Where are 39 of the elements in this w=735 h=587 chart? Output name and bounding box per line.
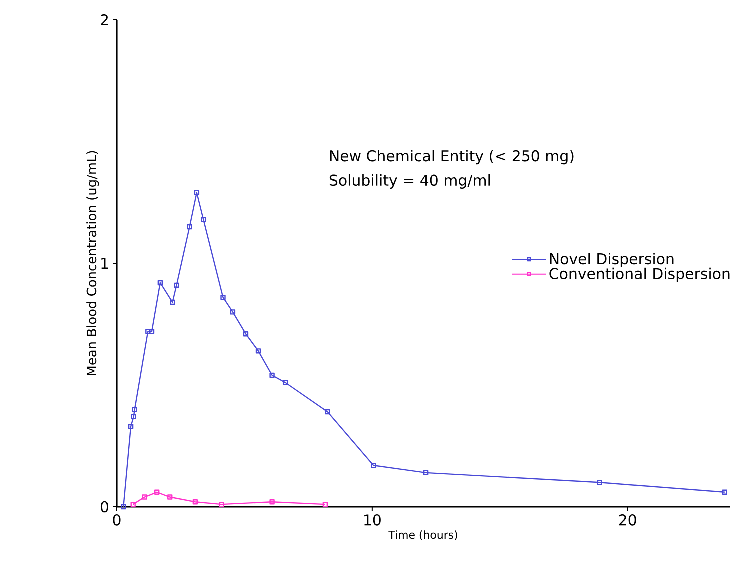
point <box>220 294 226 300</box>
point <box>174 282 180 288</box>
x-axis-title: Time (hours) <box>388 530 458 540</box>
point <box>194 190 200 196</box>
point <box>128 424 134 430</box>
point <box>142 494 148 500</box>
y-tick-label: 1 <box>102 258 108 269</box>
point <box>168 494 173 500</box>
point <box>230 310 236 315</box>
point <box>371 463 376 468</box>
point <box>270 372 275 378</box>
legend-label: Novel Dispersion <box>550 253 674 268</box>
point <box>131 414 136 420</box>
point <box>219 502 224 508</box>
point <box>170 300 176 306</box>
point <box>325 409 330 415</box>
annotation: New Chemical Entity (< 250 mg) <box>330 150 574 165</box>
point <box>192 500 198 505</box>
x-tick-label: 20 <box>619 514 636 526</box>
point <box>158 280 164 286</box>
point <box>243 332 249 337</box>
point <box>154 490 160 495</box>
y-tick-label: 0 <box>100 501 109 513</box>
point <box>200 217 206 222</box>
point <box>256 348 262 354</box>
point <box>270 500 275 505</box>
legend-label: Conventional Dispersion <box>550 268 730 282</box>
x-tick-label: 0 <box>113 514 121 526</box>
y-axis-title: Mean Blood Concentration (ug/mL) <box>86 151 100 376</box>
point <box>282 380 288 386</box>
point <box>597 480 602 486</box>
point <box>423 470 429 476</box>
point <box>146 329 151 334</box>
y-tick-label: 2 <box>101 14 108 26</box>
annotation: Solubility = 40 mg/ml <box>330 174 490 189</box>
point <box>149 329 155 334</box>
point <box>187 224 192 230</box>
x-tick-label: 10 <box>364 514 381 526</box>
point <box>132 407 138 412</box>
